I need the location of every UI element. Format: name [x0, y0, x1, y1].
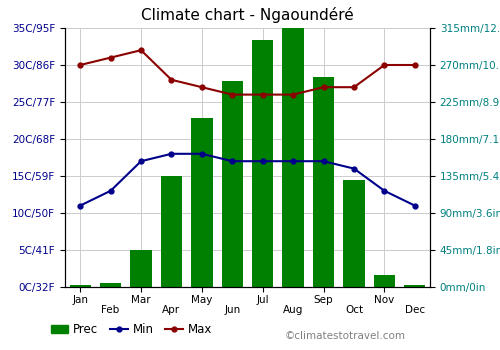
Bar	[313, 77, 334, 287]
Bar	[404, 285, 425, 287]
Bar	[130, 250, 152, 287]
Title: Climate chart - Ngaoundéré: Climate chart - Ngaoundéré	[141, 7, 354, 23]
Bar	[70, 285, 91, 287]
Bar	[344, 180, 364, 287]
Bar	[191, 118, 212, 287]
Text: ©climatestotravel.com: ©climatestotravel.com	[285, 331, 406, 341]
Text: Aug: Aug	[283, 305, 304, 315]
Bar	[252, 40, 274, 287]
Text: Apr: Apr	[162, 305, 180, 315]
Legend: Prec, Min, Max: Prec, Min, Max	[46, 318, 217, 341]
Text: Jun: Jun	[224, 305, 240, 315]
Bar	[222, 82, 243, 287]
Text: Dec: Dec	[404, 305, 425, 315]
Bar	[161, 176, 182, 287]
Bar	[100, 283, 122, 287]
Text: Oct: Oct	[345, 305, 363, 315]
Bar	[374, 275, 395, 287]
Text: Feb: Feb	[102, 305, 120, 315]
Bar	[282, 28, 304, 287]
